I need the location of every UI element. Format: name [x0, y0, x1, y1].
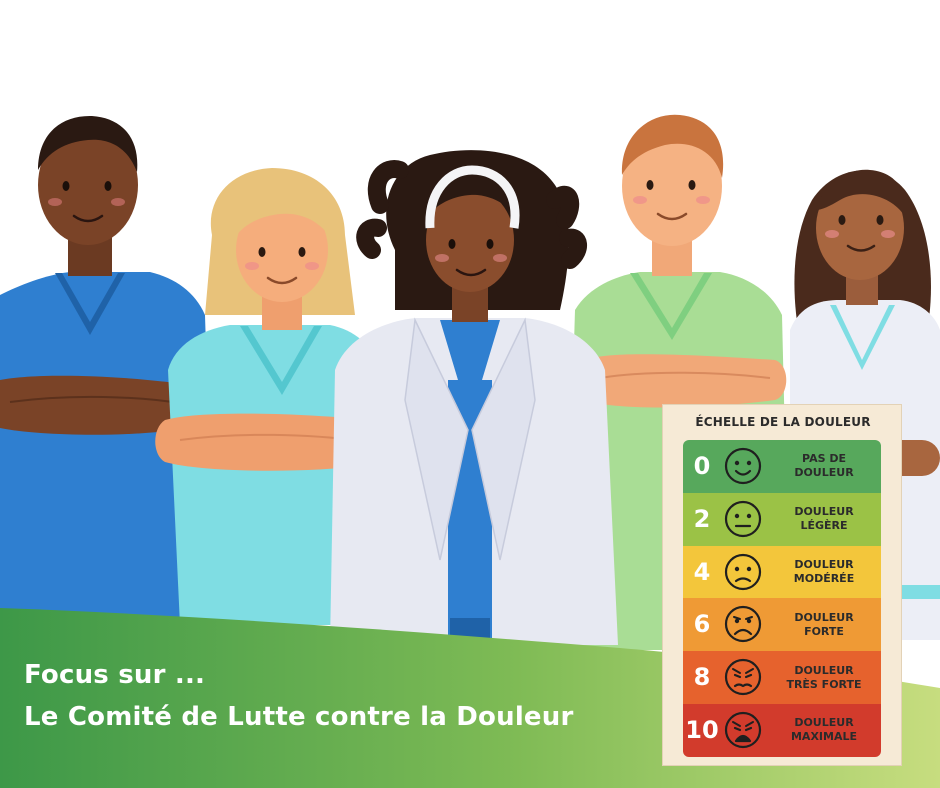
sad-face-icon	[724, 553, 762, 590]
crying-face-icon	[724, 711, 762, 749]
pain-level-row: 8 DOULEUR TRÈS FORTE	[683, 651, 881, 704]
pain-level-label: DOULEUR FORTE	[794, 610, 854, 638]
pain-scale-title: ÉCHELLE DE LA DOULEUR	[695, 415, 871, 429]
pain-level-label: DOULEUR MODÉRÉE	[793, 557, 855, 585]
doctor-lab-coat	[330, 150, 618, 645]
pain-level-label: DOULEUR LÉGÈRE	[794, 505, 854, 533]
pain-level-value: 10	[685, 715, 719, 744]
title-line-2: Le Comité de Lutte contre la Douleur	[24, 702, 574, 732]
pain-level-label: DOULEUR TRÈS FORTE	[786, 663, 862, 691]
pain-level-row: 6 DOULEUR FORTE	[683, 598, 881, 652]
neutral-face-icon	[724, 500, 762, 537]
sadder-face-icon	[724, 606, 762, 643]
pain-scale-card: ÉCHELLE DE LA DOULEUR 0 PAS DE DOULEUR 2 DO…	[662, 404, 902, 766]
pain-level-label: DOULEUR MAXIMALE	[790, 716, 858, 744]
pain-level-label: PAS DE DOULEUR	[794, 452, 854, 480]
smile-face-icon	[724, 447, 762, 485]
pain-level-value: 4	[693, 557, 711, 586]
pain-level-row: 2 DOULEUR LÉGÈRE	[683, 492, 881, 546]
pain-level-row: 10 DOULEUR MAXIMALE	[683, 703, 881, 757]
pain-level-row: 4 DOULEUR MODÉRÉE	[683, 545, 881, 599]
pain-scale-rows: 0 PAS DE DOULEUR 2 DOULEUR LÉGÈRE 4 DOULEUR M…	[683, 440, 881, 757]
title-line-1: Focus sur ...	[24, 660, 206, 690]
nurse-left-blue-scrubs	[0, 115, 215, 640]
pain-level-value: 6	[693, 610, 711, 639]
pain-level-value: 8	[693, 663, 711, 692]
pain-level-value: 2	[693, 504, 711, 533]
pained-face-icon	[724, 659, 762, 696]
pain-level-row: 0 PAS DE DOULEUR	[683, 440, 881, 493]
pain-level-value: 0	[693, 452, 711, 480]
